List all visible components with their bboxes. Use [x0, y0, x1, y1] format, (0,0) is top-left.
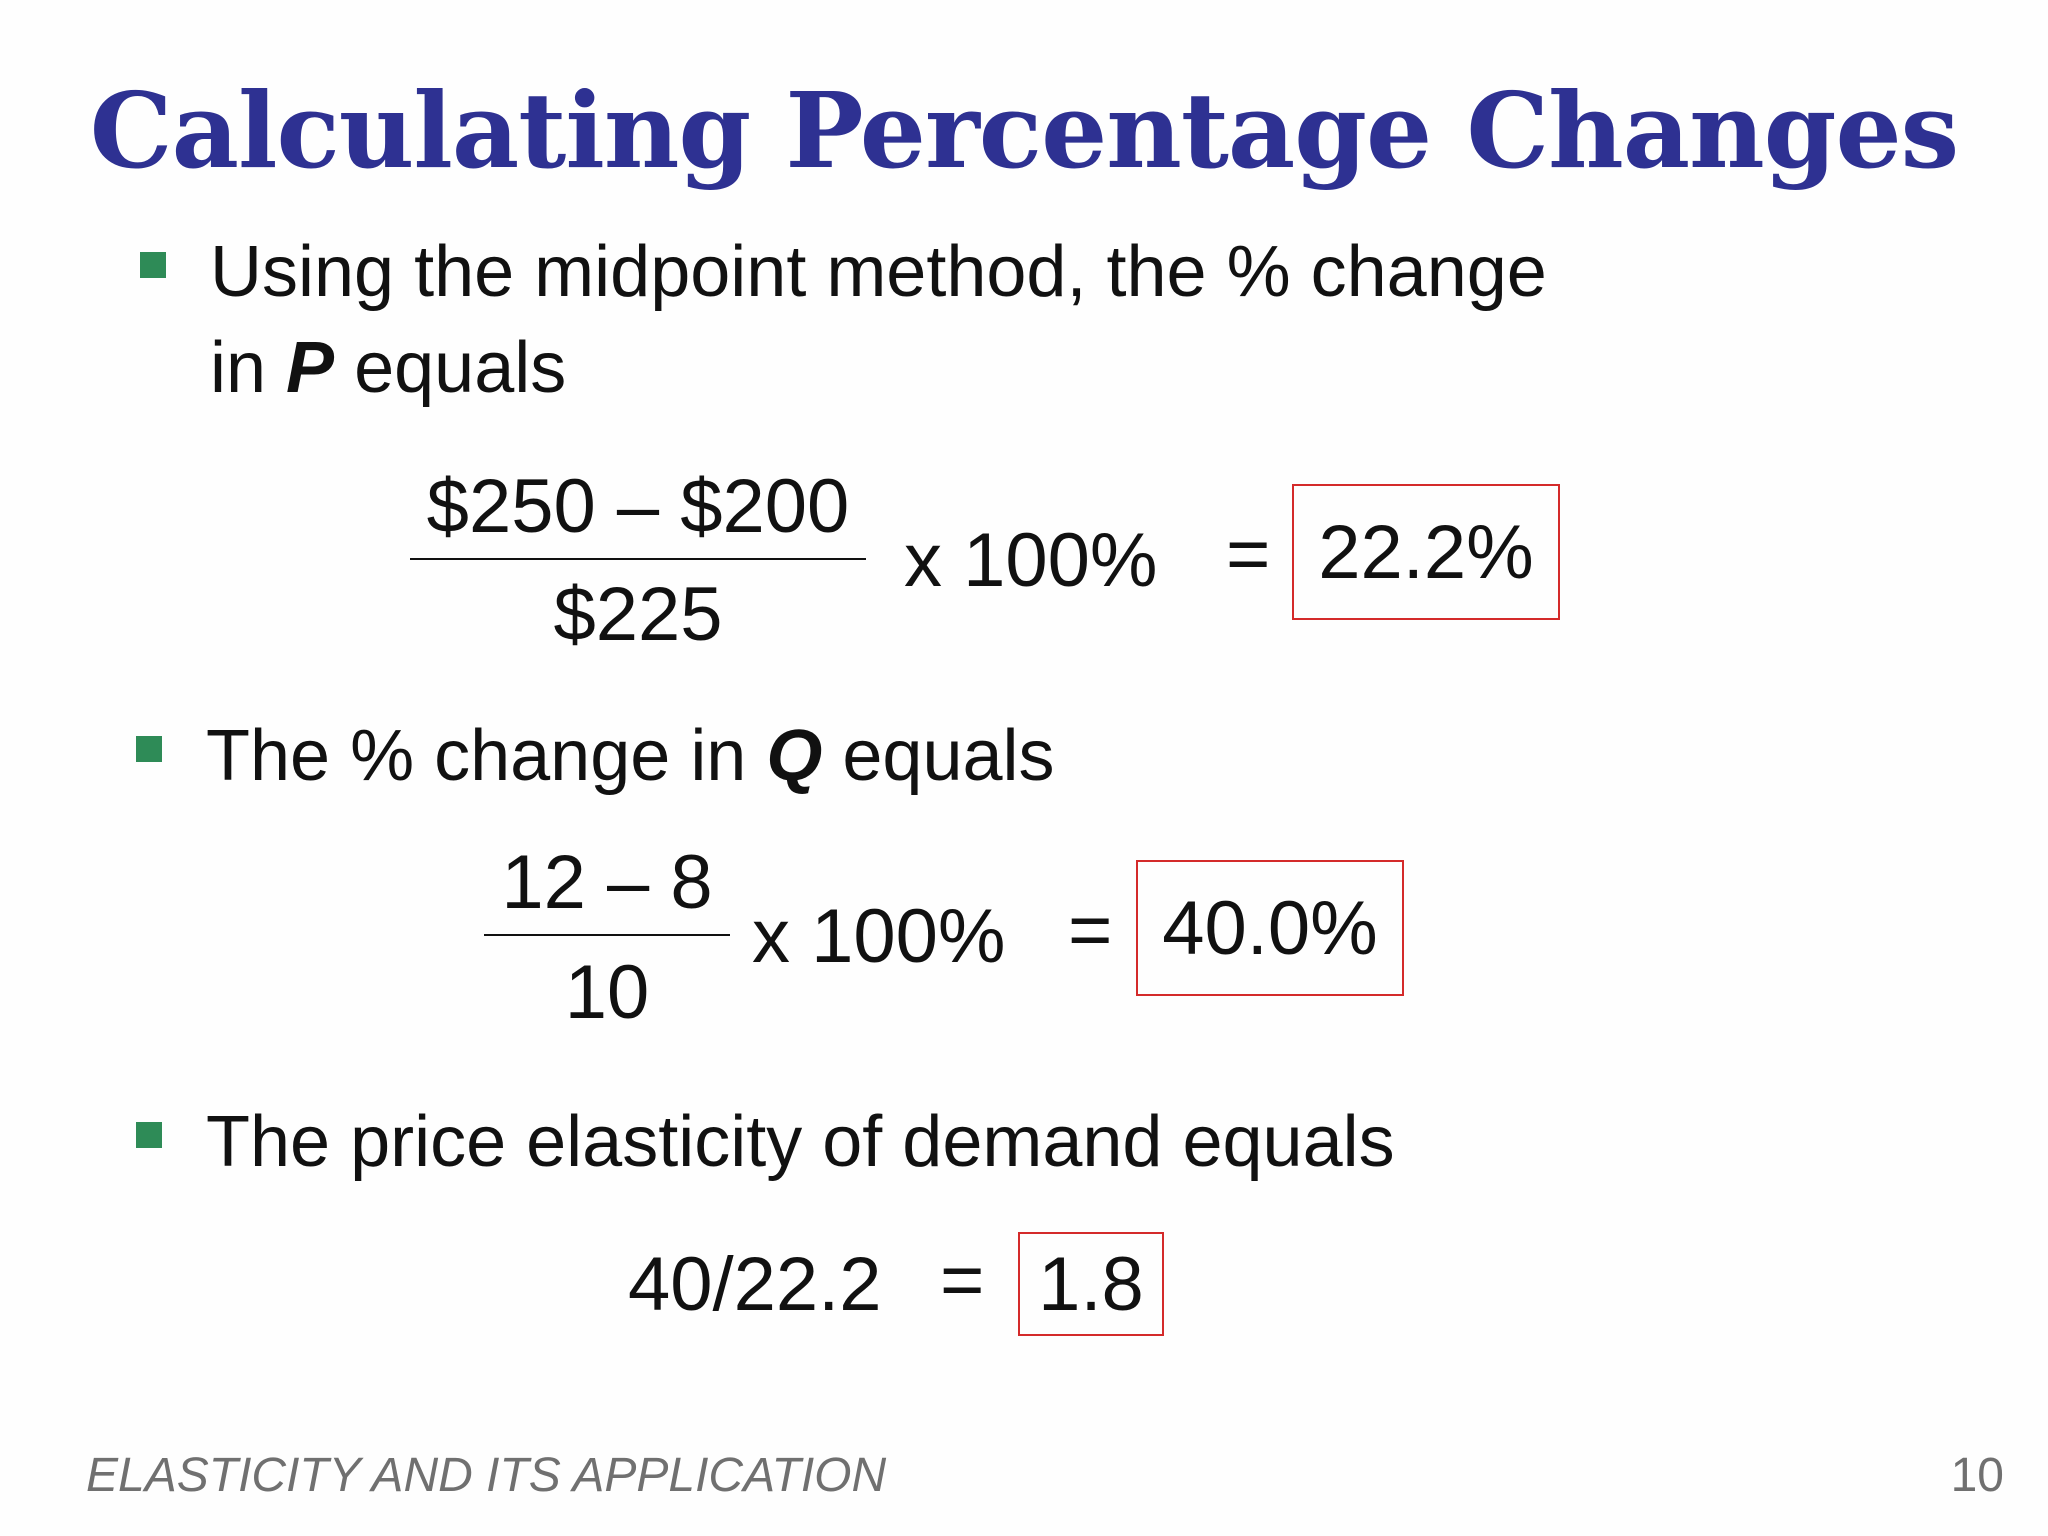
bullet-1-line-1: Using the midpoint method, the % change [210, 232, 1547, 312]
slide-title: Calculating Percentage Changes [89, 69, 1959, 192]
quantity-change-result: 40.0% [1136, 860, 1404, 996]
price-change-numerator: $250 – $200 [426, 464, 850, 549]
elasticity-result: 1.8 [1018, 1232, 1164, 1336]
quantity-change-denominator: 10 [564, 950, 650, 1035]
quantity-change-equals: = [1068, 888, 1113, 973]
page-number: 10 [1950, 1449, 2004, 1502]
slide-footer: ELASTICITY AND ITS APPLICATION [86, 1449, 887, 1502]
bullet-marker [136, 736, 162, 762]
fraction-bar [484, 934, 730, 936]
bullet-1-suffix: equals [334, 328, 567, 408]
variable-q: Q [766, 716, 823, 796]
quantity-change-multiplier: x 100% [752, 894, 1006, 979]
variable-p: P [286, 328, 335, 408]
elasticity-expression: 40/22.2 [628, 1242, 882, 1327]
bullet-3-text: The price elasticity of demand equals [206, 1102, 1395, 1182]
fraction-bar [410, 558, 866, 560]
price-change-equals: = [1226, 512, 1271, 597]
price-change-multiplier: x 100% [904, 518, 1158, 603]
elasticity-equals: = [940, 1238, 985, 1323]
quantity-change-fraction: 12 – 8 10 [484, 838, 730, 1038]
bullet-2-text: The % change in Q equals [206, 708, 1055, 804]
price-change-result: 22.2% [1292, 484, 1560, 620]
bullet-marker [136, 1122, 162, 1148]
bullet-marker [140, 252, 166, 278]
bullet-2-suffix: equals [822, 716, 1055, 796]
bullet-1-line-2: in P equals [210, 320, 566, 416]
bullet-2-prefix: The % change in [206, 716, 767, 796]
bullet-1-prefix: in [210, 328, 287, 408]
price-change-denominator: $225 [553, 572, 723, 657]
quantity-change-numerator: 12 – 8 [501, 840, 713, 925]
price-change-fraction: $250 – $200 $225 [410, 462, 866, 662]
